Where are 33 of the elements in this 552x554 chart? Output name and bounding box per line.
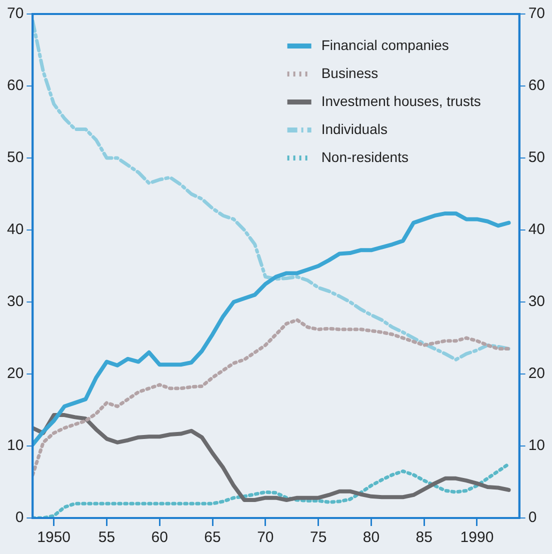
y-tick-label: 50: [6, 149, 24, 166]
y2-tick-label: 40: [528, 221, 546, 238]
y2-tick-label: 60: [528, 77, 546, 94]
y-tick-label: 70: [6, 5, 24, 22]
x-tick-label: 65: [204, 529, 221, 546]
x-tick-label: 1950: [37, 529, 71, 546]
legend-label: Non-residents: [321, 148, 408, 165]
x-tick-label: 80: [362, 529, 380, 546]
legend-label: Business: [321, 64, 378, 81]
line-series: [32, 462, 510, 518]
x-tick-label: 70: [257, 529, 274, 546]
y2-tick-label: 20: [528, 365, 546, 382]
y-tick-label: 20: [6, 365, 24, 382]
y-tick-label: 10: [6, 437, 24, 454]
y2-tick-label: 0: [528, 509, 537, 526]
y-tick-label: 30: [6, 293, 24, 310]
x-tick-label: 75: [310, 529, 327, 546]
y-tick-label: 60: [6, 77, 24, 94]
line-series: [32, 19, 510, 362]
x-tick-label: 55: [98, 529, 116, 546]
x-tick-label: 60: [151, 529, 168, 546]
legend-label: Investment houses, trusts: [321, 92, 481, 109]
y2-tick-label: 50: [528, 149, 546, 166]
legend-label: Financial companies: [321, 36, 449, 53]
legend-label: Individuals: [321, 120, 388, 137]
y2-tick-label: 30: [528, 293, 546, 310]
y-tick-label: 40: [6, 221, 24, 238]
x-tick-label: 85: [416, 529, 432, 546]
y-tick-label: 0: [15, 509, 24, 526]
y2-tick-label: 10: [528, 437, 546, 454]
x-tick-label: 1990: [460, 529, 494, 546]
line-series: [32, 318, 510, 477]
y2-tick-label: 70: [528, 5, 546, 22]
